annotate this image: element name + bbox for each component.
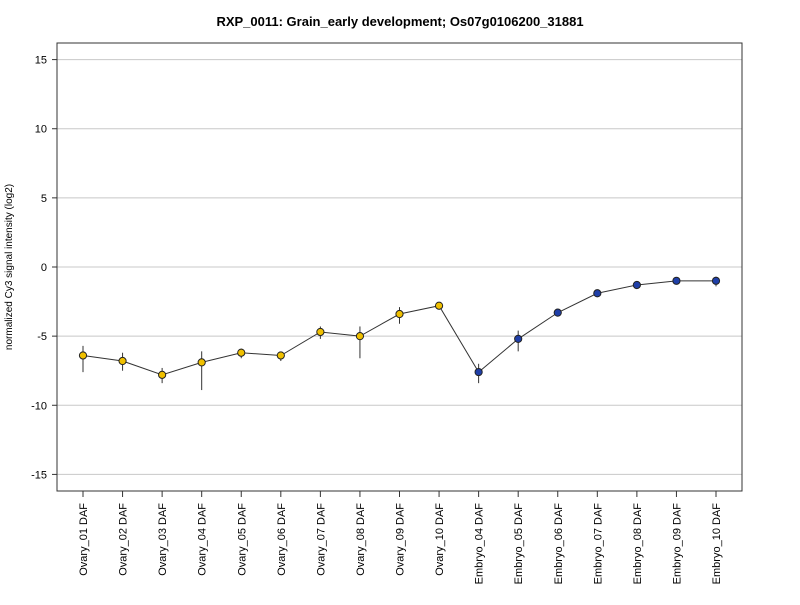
data-point xyxy=(672,276,681,285)
x-tick-label: Ovary_04 DAF xyxy=(197,503,209,576)
series-line xyxy=(82,280,716,376)
data-point xyxy=(276,351,285,360)
y-tick-label: -10 xyxy=(31,400,47,412)
data-point xyxy=(78,351,88,360)
x-tick-label: Embryo_08 DAF xyxy=(632,503,644,585)
data-point xyxy=(395,309,404,319)
data-point xyxy=(632,280,641,290)
axes: -15 -10 -5 0 5 10 15 Ovary_01 DAF Ovary_02 DAF Ov… xyxy=(31,42,743,585)
x-tick-label: Ovary_07 DAF xyxy=(315,503,327,576)
data-point xyxy=(118,356,127,366)
x-tick-label: Ovary_03 DAF xyxy=(157,503,169,576)
y-tick-label: 15 xyxy=(35,55,47,67)
x-tick-label: Ovary_01 DAF xyxy=(78,503,90,576)
x-tick-label: Embryo_05 DAF xyxy=(513,503,525,585)
x-tick-label: Embryo_07 DAF xyxy=(592,503,604,585)
x-tick-label: Ovary_08 DAF xyxy=(355,503,367,576)
data-point xyxy=(316,327,325,337)
x-tick-label: Ovary_09 DAF xyxy=(395,503,407,576)
data-point xyxy=(553,308,562,317)
x-tick-label: Ovary_06 DAF xyxy=(276,503,288,576)
y-tick-label: -5 xyxy=(37,331,47,343)
data-point xyxy=(514,334,523,344)
x-tick-label: Ovary_10 DAF xyxy=(434,503,446,576)
data-point xyxy=(355,332,365,341)
y-axis-label: normalized Cy3 signal intensity (log2) xyxy=(4,184,15,350)
x-tick-label: Embryo_09 DAF xyxy=(671,503,683,585)
chart-title: RXP_0011: Grain_early development; Os07g… xyxy=(216,14,583,29)
x-tick-label: Ovary_02 DAF xyxy=(118,503,130,576)
x-tick-label: Embryo_10 DAF xyxy=(711,503,723,585)
data-point xyxy=(237,348,246,357)
y-tick-label: 5 xyxy=(41,193,47,205)
data-point xyxy=(197,358,206,367)
y-tick-label: 10 xyxy=(35,124,47,136)
grid-lines xyxy=(57,59,742,475)
x-tick-label: Embryo_06 DAF xyxy=(553,503,565,585)
data-point xyxy=(434,301,444,310)
y-tick-label: 0 xyxy=(41,262,47,274)
data-point xyxy=(158,370,167,379)
x-tick-label: Ovary_05 DAF xyxy=(236,503,248,576)
data-series xyxy=(78,276,721,391)
x-tick-label: Embryo_04 DAF xyxy=(474,503,486,585)
data-point xyxy=(593,289,602,298)
data-point xyxy=(711,276,721,285)
data-point xyxy=(474,367,483,377)
y-tick-label: -15 xyxy=(31,469,47,481)
